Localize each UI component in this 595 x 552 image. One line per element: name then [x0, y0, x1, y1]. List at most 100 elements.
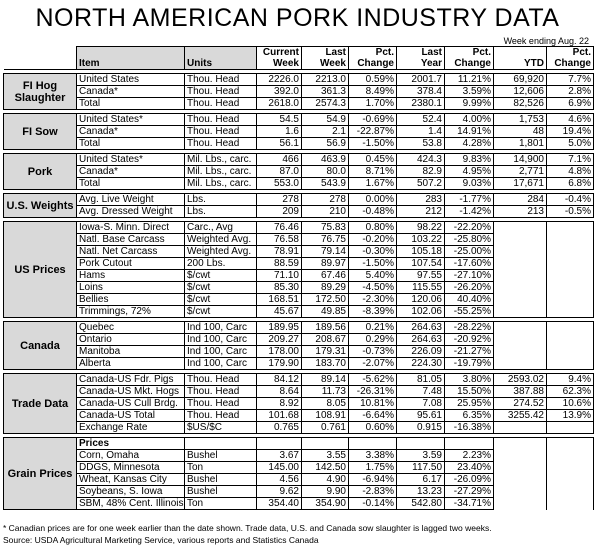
empty-cell [546, 321, 594, 334]
cell: Trimmings, 72% [76, 305, 185, 318]
cell: 209 [256, 205, 302, 218]
cell: 4.95% [444, 165, 494, 178]
cell: 387.88 [493, 385, 547, 398]
data-row: Alberta Ind 100, Carc 179.90 183.70 -2.07% 22… [4, 357, 594, 370]
data-row: Wheat, Kansas City Bushel 4.56 4.90 -6.94% 6.… [4, 473, 594, 486]
cell: 120.06 [396, 293, 445, 306]
cell: 56.9 [301, 137, 349, 150]
cell: 4.28% [444, 137, 494, 150]
cell: Total [76, 137, 185, 150]
data-row: Corn, Omaha Bushel 3.67 3.55 3.38% 3.59 2.23% [4, 449, 594, 462]
cell: 189.56 [301, 321, 349, 334]
cell: -0.20% [348, 233, 397, 246]
cell: 2.1 [301, 125, 349, 138]
cell: 25.95% [444, 397, 494, 410]
cell: 0.45% [348, 153, 397, 166]
cell: Thou. Head [184, 137, 257, 150]
cell: 45.67 [256, 305, 302, 318]
cell: -21.27% [444, 345, 494, 358]
cell: Ontario [76, 333, 185, 346]
data-row: Total Thou. Head 2618.0 2574.3 1.70% 2380.1 9.… [4, 97, 594, 110]
empty-cell [493, 449, 547, 462]
header-row: Item Units Current Week Last Week Pct. Chang… [3, 46, 594, 70]
cell: 89.97 [301, 257, 349, 270]
cell: Avg. Dressed Weight [76, 205, 185, 218]
empty-cell [348, 437, 397, 450]
cell: Bushel [184, 473, 257, 486]
cell: Thou. Head [184, 125, 257, 138]
cell: 1.4 [396, 125, 445, 138]
cell: 2213.0 [301, 73, 349, 86]
cell: 3.55 [301, 449, 349, 462]
empty-cell [546, 421, 594, 434]
cell: 392.0 [256, 85, 302, 98]
data-row: Natl. Net Carcass Weighted Avg. 78.91 79.14… [4, 245, 594, 258]
cell: Bushel [184, 449, 257, 462]
footnote: * Canadian prices are for one week earli… [3, 523, 492, 533]
cell: 108.91 [301, 409, 349, 422]
cell: 15.50% [444, 385, 494, 398]
cell: 361.3 [301, 85, 349, 98]
group-label: Grain Prices [3, 437, 77, 510]
cell: Lbs. [184, 205, 257, 218]
column-header: Pct. Change [444, 46, 494, 70]
cell: -2.30% [348, 293, 397, 306]
empty-cell [546, 333, 594, 346]
cell: 76.46 [256, 221, 302, 234]
cell: Canada-US Mkt. Hogs [76, 385, 185, 398]
cell: Natl. Base Carcass [76, 233, 185, 246]
cell: Ton [184, 497, 257, 510]
empty-cell [493, 245, 547, 258]
cell: 84.12 [256, 373, 302, 386]
cell: 8.92 [256, 397, 302, 410]
cell: 210 [301, 205, 349, 218]
data-row: Pork United States* Mil. Lbs., carc. 466 463… [3, 153, 594, 190]
cell: Loins [76, 281, 185, 294]
cell: 81.05 [396, 373, 445, 386]
column-header: Pct. Change [546, 46, 594, 70]
cell: 224.30 [396, 357, 445, 370]
cell: 52.4 [396, 113, 445, 126]
data-row: Trimmings, 72% $/cwt 45.67 49.85 -8.39% 102.0… [4, 305, 594, 318]
cell: Ind 100, Carc [184, 333, 257, 346]
cell: -0.73% [348, 345, 397, 358]
empty-cell [546, 437, 594, 450]
data-row: Canada* Thou. Head 1.6 2.1 -22.87% 1.4 14.91% 4… [4, 125, 594, 138]
cell: -8.39% [348, 305, 397, 318]
empty-cell [493, 269, 547, 282]
group-label: US Prices [3, 221, 77, 318]
cell: 89.29 [301, 281, 349, 294]
data-row: Hams $/cwt 71.10 67.46 5.40% 97.55 -27.10% [4, 269, 594, 282]
cell: 85.30 [256, 281, 302, 294]
cell: 117.50 [396, 461, 445, 474]
cell: 507.2 [396, 177, 445, 190]
cell: 6.9% [546, 97, 594, 110]
empty-cell [493, 293, 547, 306]
cell: Ind 100, Carc [184, 321, 257, 334]
cell: 0.761 [301, 421, 349, 434]
data-row: Total Thou. Head 56.1 56.9 -1.50% 53.8 4.28% 1,… [4, 137, 594, 150]
cell: 3.80% [444, 373, 494, 386]
data-row: Soybeans, S. Iowa Bushel 9.62 9.90 -2.83% 13.… [4, 485, 594, 498]
empty-cell [493, 345, 547, 358]
cell: Manitoba [76, 345, 185, 358]
cell: -0.69% [348, 113, 397, 126]
cell: 3.67 [256, 449, 302, 462]
cell: -17.60% [444, 257, 494, 270]
data-row: Canada* Thou. Head 392.0 361.3 8.49% 378.4 3.5… [4, 85, 594, 98]
cell: Canada* [76, 125, 185, 138]
cell: 0.59% [348, 73, 397, 86]
cell: Thou. Head [184, 85, 257, 98]
cell: 54.9 [301, 113, 349, 126]
cell: -19.79% [444, 357, 494, 370]
cell: Alberta [76, 357, 185, 370]
column-header: Last Year [396, 46, 445, 70]
cell: -0.14% [348, 497, 397, 510]
cell: 264.63 [396, 321, 445, 334]
cell: Thou. Head [184, 385, 257, 398]
cell: $US/$C [184, 421, 257, 434]
cell: 105.18 [396, 245, 445, 258]
cell: 76.75 [301, 233, 349, 246]
cell: 9.62 [256, 485, 302, 498]
empty-cell [546, 269, 594, 282]
